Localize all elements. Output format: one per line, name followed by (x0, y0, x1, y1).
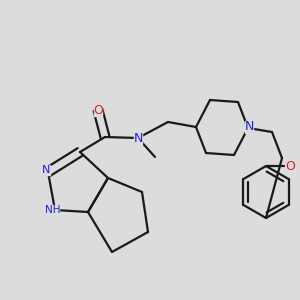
Bar (286, 160, 294, 172)
Text: NH: NH (45, 205, 61, 215)
Text: N: N (42, 165, 50, 175)
Bar (245, 121, 253, 133)
Bar (134, 132, 142, 144)
Text: N: N (133, 131, 143, 145)
Text: N: N (244, 121, 254, 134)
Bar (42, 165, 50, 175)
Text: O: O (93, 103, 103, 116)
Bar (94, 104, 102, 116)
Bar (46, 205, 59, 215)
Text: O: O (285, 160, 295, 172)
